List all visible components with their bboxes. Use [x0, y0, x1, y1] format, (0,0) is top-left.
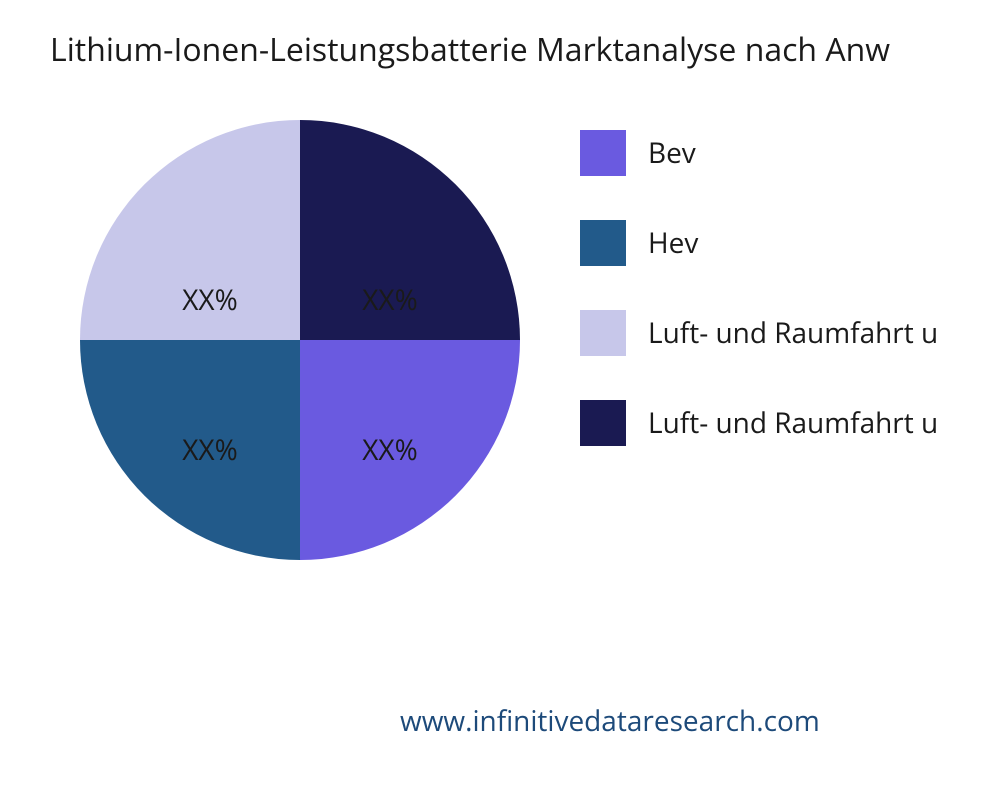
legend-swatch	[580, 220, 626, 266]
legend-item: Luft- und Raumfahrt u	[580, 310, 1000, 356]
legend-label: Bev	[648, 134, 696, 172]
pie-slice-label: XX%	[182, 281, 238, 319]
legend-swatch	[580, 400, 626, 446]
legend-label: Luft- und Raumfahrt u	[648, 314, 938, 352]
legend-item: Bev	[580, 130, 1000, 176]
pie-chart-area: XX% XX% XX% XX%	[80, 120, 520, 560]
chart-title: Lithium-Ionen-Leistungsbatterie Marktana…	[50, 28, 1000, 71]
pie-chart-svg	[80, 120, 520, 560]
legend-label: Hev	[648, 224, 698, 262]
pie-slice-label: XX%	[362, 281, 418, 319]
legend-swatch	[580, 130, 626, 176]
legend-item: Luft- und Raumfahrt u	[580, 400, 1000, 446]
chart-legend: Bev Hev Luft- und Raumfahrt u Luft- und Rau…	[580, 130, 1000, 490]
legend-swatch	[580, 310, 626, 356]
footer-link[interactable]: www.infinitivedataresearch.com	[400, 702, 820, 740]
chart-container: Lithium-Ionen-Leistungsbatterie Marktana…	[0, 0, 1000, 800]
legend-item: Hev	[580, 220, 1000, 266]
legend-label: Luft- und Raumfahrt u	[648, 404, 938, 442]
pie-slice-label: XX%	[182, 431, 238, 469]
pie-slice-label: XX%	[362, 431, 418, 469]
